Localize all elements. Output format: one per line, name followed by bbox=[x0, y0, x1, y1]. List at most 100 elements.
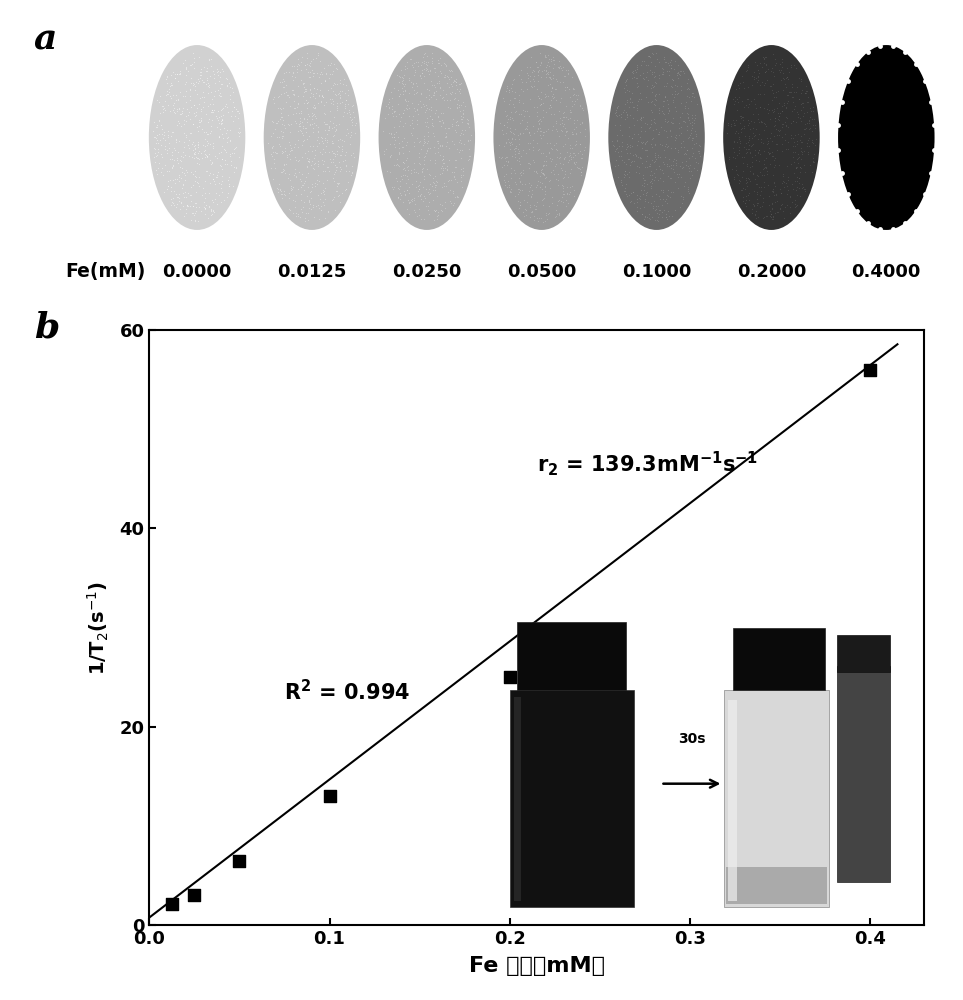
Point bbox=[441, 172, 456, 188]
Point bbox=[285, 82, 300, 98]
Point bbox=[315, 88, 330, 104]
Point bbox=[169, 117, 184, 133]
Point bbox=[756, 135, 771, 151]
Point bbox=[501, 134, 516, 150]
Point bbox=[606, 138, 621, 154]
Point bbox=[413, 86, 429, 102]
Point bbox=[784, 130, 799, 146]
Point bbox=[538, 49, 554, 65]
Point bbox=[299, 45, 315, 61]
Point bbox=[618, 72, 634, 88]
Point bbox=[540, 88, 556, 104]
Point bbox=[155, 98, 170, 114]
Point bbox=[220, 189, 235, 205]
Point bbox=[638, 57, 654, 73]
Point bbox=[612, 122, 628, 138]
Point bbox=[267, 121, 282, 137]
Point bbox=[607, 143, 622, 159]
Point bbox=[182, 57, 197, 73]
Point bbox=[272, 88, 287, 104]
Point bbox=[753, 114, 768, 130]
Point bbox=[535, 95, 551, 111]
Point bbox=[538, 62, 554, 78]
Point bbox=[270, 181, 285, 197]
Point bbox=[290, 78, 305, 94]
Point bbox=[162, 81, 177, 97]
Point bbox=[426, 192, 441, 208]
Point bbox=[345, 97, 360, 113]
Point bbox=[314, 64, 329, 80]
Point bbox=[411, 177, 427, 193]
Point bbox=[414, 54, 429, 70]
Point bbox=[640, 48, 656, 64]
Point bbox=[515, 125, 531, 141]
Point bbox=[565, 145, 581, 161]
Point bbox=[185, 136, 200, 152]
Point bbox=[741, 171, 756, 187]
Point bbox=[681, 158, 696, 174]
Point bbox=[206, 135, 221, 151]
Point bbox=[195, 74, 211, 90]
Point bbox=[562, 110, 578, 126]
Point bbox=[454, 179, 469, 195]
Point bbox=[433, 152, 449, 168]
Point bbox=[169, 101, 184, 117]
Point bbox=[448, 152, 463, 168]
Point bbox=[204, 102, 220, 118]
Point bbox=[440, 173, 455, 189]
Point bbox=[511, 87, 527, 103]
Point bbox=[527, 99, 542, 115]
Point bbox=[214, 112, 229, 128]
Point bbox=[266, 91, 281, 107]
Point bbox=[293, 179, 308, 195]
Point bbox=[750, 209, 766, 225]
Point bbox=[422, 206, 437, 222]
Point bbox=[790, 159, 805, 175]
Point bbox=[273, 86, 289, 102]
Point bbox=[622, 91, 638, 107]
Point bbox=[228, 159, 244, 175]
Point bbox=[328, 122, 344, 138]
Point bbox=[656, 182, 671, 198]
Point bbox=[179, 201, 195, 217]
Point bbox=[163, 197, 178, 213]
Point bbox=[163, 151, 178, 167]
Point bbox=[402, 108, 417, 124]
Point bbox=[341, 174, 356, 190]
Point bbox=[687, 112, 702, 128]
Point bbox=[621, 164, 637, 180]
Point bbox=[186, 166, 201, 182]
Point bbox=[738, 195, 753, 211]
Point bbox=[757, 86, 772, 102]
Point bbox=[723, 118, 739, 134]
Point bbox=[624, 64, 639, 80]
Point bbox=[768, 121, 784, 137]
Point bbox=[383, 125, 399, 141]
Point bbox=[507, 84, 522, 100]
Point bbox=[290, 139, 305, 155]
Point bbox=[561, 184, 577, 200]
Point bbox=[577, 142, 592, 158]
Point bbox=[614, 152, 630, 168]
Point bbox=[348, 117, 363, 133]
Point bbox=[745, 196, 761, 212]
Point bbox=[535, 158, 551, 174]
Point bbox=[447, 159, 462, 175]
Point bbox=[613, 148, 629, 164]
Point bbox=[190, 119, 205, 135]
Point bbox=[532, 115, 547, 131]
Point bbox=[653, 161, 668, 177]
Point bbox=[449, 74, 464, 90]
Point bbox=[288, 113, 303, 129]
Point bbox=[182, 187, 197, 203]
Point bbox=[538, 59, 554, 75]
Point bbox=[290, 206, 305, 222]
Point bbox=[346, 145, 361, 161]
Text: $\mathbf{R^2}$ = 0.994: $\mathbf{R^2}$ = 0.994 bbox=[284, 679, 410, 705]
Point bbox=[334, 143, 350, 159]
Point bbox=[654, 103, 669, 119]
Point bbox=[172, 63, 188, 79]
Point bbox=[763, 63, 778, 79]
Point bbox=[187, 76, 202, 92]
Point bbox=[266, 89, 281, 105]
